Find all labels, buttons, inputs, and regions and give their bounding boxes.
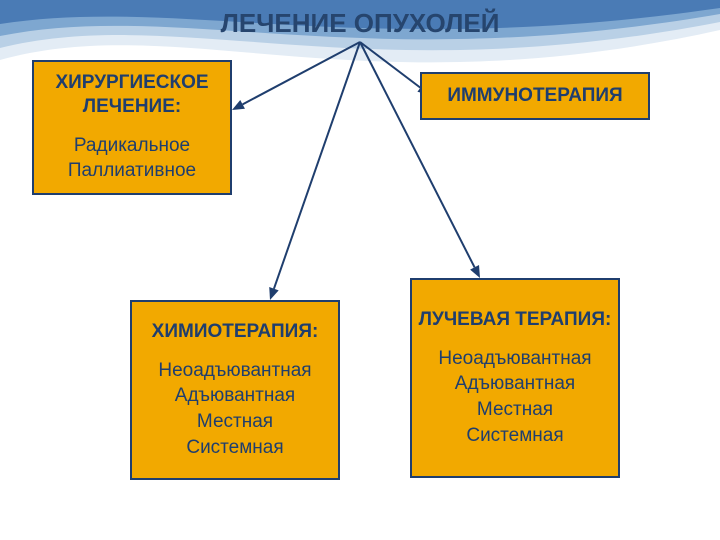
node-chemo: ХИМИОТЕРАПИЯ: НеоадъювантнаяАдъювантнаяМе… bbox=[130, 300, 340, 480]
node-immuno: ИММУНОТЕРАПИЯ bbox=[420, 72, 650, 120]
node-radio-line: Местная bbox=[477, 397, 553, 423]
node-surgery-title: ХИРУРГИЕСКОЕ ЛЕЧЕНИЕ: bbox=[34, 71, 230, 119]
node-radio-title: ЛУЧЕВАЯ ТЕРАПИЯ: bbox=[413, 308, 618, 332]
node-radio-line: Адъювантная bbox=[455, 371, 575, 397]
node-chemo-line: Неоадъювантная bbox=[158, 358, 311, 384]
node-radio-line: Системная bbox=[466, 423, 563, 449]
node-chemo-line: Местная bbox=[197, 409, 273, 435]
node-chemo-line: Адъювантная bbox=[175, 383, 295, 409]
node-surgery-line: Радикальное bbox=[74, 133, 190, 159]
node-chemo-title: ХИМИОТЕРАПИЯ: bbox=[146, 320, 325, 344]
arrow bbox=[232, 42, 360, 110]
node-radio: ЛУЧЕВАЯ ТЕРАПИЯ: НеоадъювантнаяАдъювантна… bbox=[410, 278, 620, 478]
diagram-stage: ЛЕЧЕНИЕ ОПУХОЛЕЙ ХИРУРГИЕСКОЕ ЛЕЧЕНИЕ: Ра… bbox=[0, 0, 720, 540]
node-surgery: ХИРУРГИЕСКОЕ ЛЕЧЕНИЕ: РадикальноеПаллиати… bbox=[32, 60, 232, 195]
node-radio-line: Неоадъювантная bbox=[438, 346, 591, 372]
node-surgery-line: Паллиативное bbox=[68, 158, 196, 184]
diagram-title: ЛЕЧЕНИЕ ОПУХОЛЕЙ bbox=[0, 8, 720, 39]
node-immuno-title: ИММУНОТЕРАПИЯ bbox=[441, 84, 628, 108]
node-chemo-line: Системная bbox=[186, 435, 283, 461]
arrow bbox=[269, 42, 360, 300]
